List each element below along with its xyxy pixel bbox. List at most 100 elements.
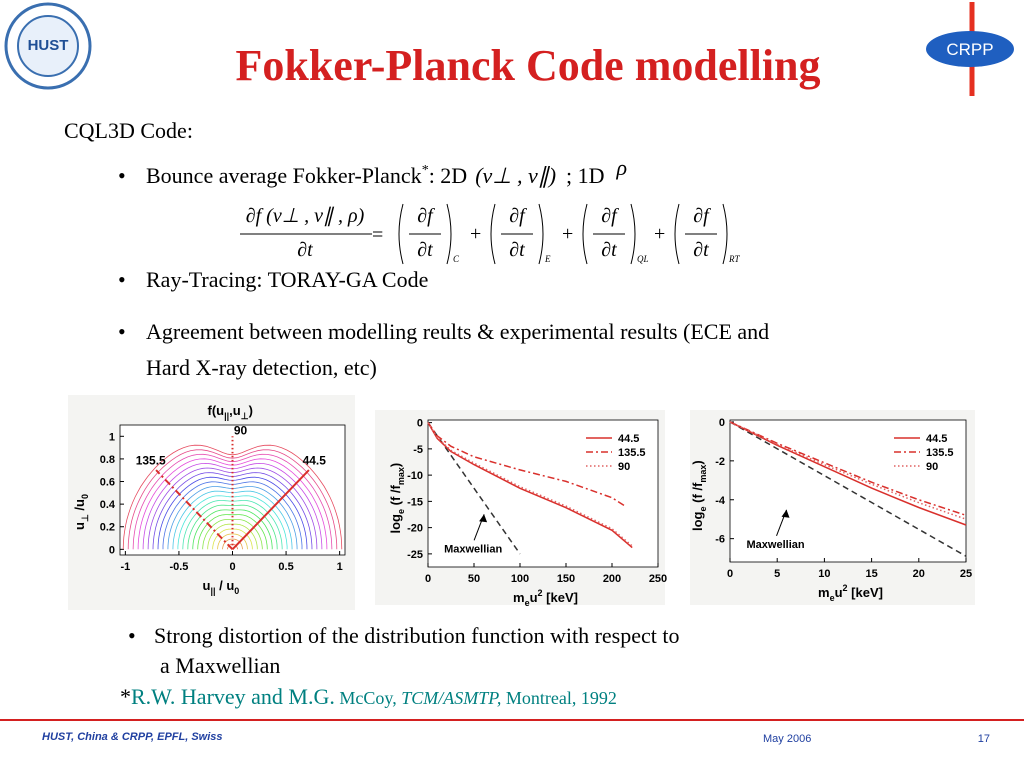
eq-num: ∂f [693,205,711,227]
text: Montreal, 1992 [501,688,616,708]
y-tick-label: 1 [109,431,115,443]
chart: -1 -0.5 0 0.5 100.20.40.60.81u|| / u0u⊥ /u0f… [72,403,346,596]
eq-sub: C [453,254,460,264]
arrow-head [479,514,488,523]
contour [217,533,248,550]
eq-num: ∂f [509,205,527,227]
contour [192,509,273,550]
paren [674,203,680,265]
bullet-text: Strong distortion of the distribution fu… [154,623,680,648]
x-tick-label: 0 [229,561,235,573]
x-tick-label: 0.5 [278,561,293,573]
ray [155,469,234,551]
plot-area [427,419,659,568]
label-part: u [72,522,87,530]
label-part: ⊥ [241,411,249,421]
bullet-text: Hard X-ray detection, etc) [146,355,377,380]
label-part: 2 [538,588,543,598]
contour [122,444,343,550]
label-part: [keV] [543,590,578,605]
annotation: Maxwellian [444,543,502,555]
eq-num: ∂f [417,205,435,227]
eq-sign: = [372,224,383,246]
footer-left: HUST, China & CRPP, EPFL, Swiss [42,731,223,743]
axis-label: meu2 [keV] [818,583,883,603]
body: CQL3D Code: • Bounce average Fokker-Plan… [64,118,769,709]
label-part: u [203,578,211,593]
arrow-head [781,509,790,518]
y-tick-label: -5 [413,444,423,456]
ray [231,469,310,551]
text: ; 1D [566,163,605,188]
x-tick-label: 100 [511,573,529,585]
text: ρ [616,155,628,180]
y-tick-label: -6 [715,534,725,546]
eq-sign: + [654,223,665,245]
label-part: ) [690,460,705,464]
equation: ∂f (v⊥ , v∥ , ρ) ∂t = ∂f ∂t C + ∂f ∂t E + ∂f ∂t QL… [240,203,740,265]
legend-label: 135.5 [926,447,954,459]
reference-line [729,421,967,557]
y-tick-label: -20 [407,523,423,535]
text: * [422,163,429,178]
paren [446,203,452,265]
eq-den: ∂t [693,239,709,261]
label-part: [keV] [848,585,883,600]
label-part: 0 [80,494,90,499]
y-tick-label: 0.2 [100,522,115,534]
eq-sign: + [470,223,481,245]
eq-num: ∂f (v⊥ , v∥ , ρ) [246,205,365,227]
label-part: ⊥ [80,514,90,522]
intro: CQL3D Code: [64,118,193,143]
text: (v⊥ , v∥) [475,163,556,188]
bullet-text: a Maxwellian [160,653,280,678]
y-tick-label: 0 [109,544,115,556]
y-tick-label: -2 [715,456,725,468]
logo-text: HUST [28,37,69,54]
bullet-dot: • [118,319,126,344]
paren [398,203,404,265]
label-part: u [835,585,843,600]
series-line [729,421,967,526]
text: Bounce average Fokker-Planck [146,163,422,188]
contour [127,449,338,550]
legend-label: 90 [926,461,938,473]
label-part: max [396,467,406,485]
label-part: /u [72,499,87,514]
contour [202,519,263,550]
legend-label: 90 [618,461,630,473]
title: Fokker-Planck Code modelling [235,41,820,90]
text: TCM/ASMTP, [397,688,502,708]
label-part: 2 [843,583,848,593]
label-part: e [830,593,835,603]
label-part: log [388,514,403,534]
x-tick-label: 15 [865,568,877,580]
x-tick-label: 150 [557,573,575,585]
label-part: / u [216,578,235,593]
paren [722,203,728,265]
label-part: max [698,465,708,483]
label-part: ,u [229,403,241,418]
axis-label: meu2 [keV] [513,588,578,608]
bullet-dot: • [118,267,126,292]
x-tick-label: 0 [425,573,431,585]
x-tick-label: 1 [337,561,343,573]
legend-label: 44.5 [926,433,947,445]
eq-sub: RT [728,254,740,264]
label-part: 0 [234,586,239,596]
y-tick-label: -4 [715,495,726,507]
footer-date: May 2006 [763,733,811,745]
charts: -1 -0.5 0 0.5 100.20.40.60.81u|| / u0u⊥ /u0f… [72,403,972,608]
bullet-dot: • [118,163,126,188]
series-line [729,421,967,520]
legend-label: 44.5 [618,433,639,445]
eq-sign: + [562,223,573,245]
label-part: m [818,585,830,600]
contour [132,453,333,550]
y-tick-label: -10 [407,470,423,482]
label-part: m [513,590,525,605]
paren [630,203,636,265]
axis-label: u|| / u0 [203,578,240,596]
